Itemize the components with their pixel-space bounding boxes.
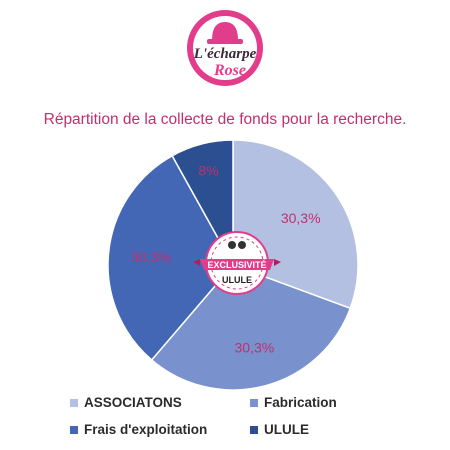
logo-line2: Rose: [213, 62, 246, 79]
legend-swatch: [70, 425, 78, 434]
legend-item-associatons: ASSOCIATONS: [70, 395, 182, 410]
legend-swatch: [250, 398, 258, 407]
badge-top-text: EXCLUSIVITÉ: [207, 260, 266, 270]
pie-slice-1: [150, 264, 352, 390]
legend-label: ULULE: [264, 422, 309, 437]
data-label-3: 8%: [198, 163, 218, 179]
badge-bottom-text: ULULE: [222, 275, 252, 285]
exclusivite-badge: EXCLUSIVITÉ ULULE: [193, 231, 281, 295]
legend-label: Fabrication: [264, 395, 337, 410]
chart-title: Répartition de la collecte de fonds pour…: [43, 111, 407, 128]
legend-item-frais: Frais d'exploitation: [70, 422, 207, 437]
data-label-2: 30,3%: [131, 249, 171, 265]
legend-label: ASSOCIATONS: [84, 395, 182, 410]
data-label-0: 30,3%: [281, 210, 321, 226]
pie-slice-2: [107, 154, 234, 361]
legend-label: Frais d'exploitation: [84, 422, 208, 437]
pie-chart: 30,3% 30,3% 30,3% 8% EXCLUSIVITÉ ULULE: [107, 139, 359, 390]
logo-line1: L'écharpe: [193, 46, 257, 62]
legend-swatch: [70, 398, 78, 407]
data-label-1: 30,3%: [235, 339, 275, 355]
brand-logo: L'écharpe Rose: [187, 10, 263, 86]
legend-item-ulule: ULULE: [250, 422, 309, 437]
legend-item-fabrication: Fabrication: [250, 395, 337, 410]
pie-slice-3: [171, 139, 234, 268]
legend-swatch: [250, 425, 258, 434]
